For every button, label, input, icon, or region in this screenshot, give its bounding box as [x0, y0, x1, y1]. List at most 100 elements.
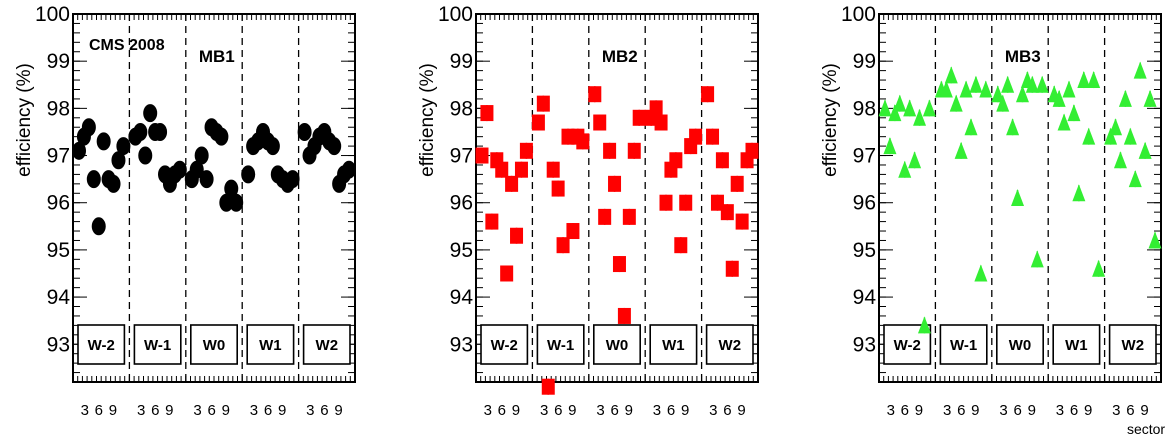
data-point [1133, 61, 1147, 79]
data-point [541, 378, 555, 395]
wheel-label: W2 [316, 337, 339, 354]
data-point [1109, 118, 1123, 136]
y-axis-label: efficiency (%) [820, 63, 841, 177]
data-point [632, 109, 646, 126]
sector-tick-label: 9 [334, 402, 342, 419]
data-point [133, 122, 148, 141]
data-point [1148, 231, 1162, 249]
data-point [979, 80, 993, 98]
data-point [1092, 259, 1106, 277]
data-point [701, 86, 715, 103]
data-point [475, 147, 489, 164]
data-point [86, 170, 101, 189]
data-point [669, 152, 683, 169]
data-point [561, 128, 575, 145]
data-point [1118, 89, 1132, 107]
x-axis-label: sector [1127, 421, 1165, 437]
data-point [495, 161, 509, 178]
data-point [617, 307, 631, 324]
data-point [505, 175, 519, 192]
data-point [91, 217, 106, 236]
sector-tick-label: 6 [1013, 402, 1021, 419]
data-point [612, 256, 626, 273]
wheel-label: W0 [1009, 337, 1032, 354]
sector-tick-label: 6 [320, 402, 328, 419]
data-point [908, 151, 922, 169]
sector-tick-label: 9 [681, 402, 689, 419]
wheel-box-W-2 [77, 324, 126, 365]
data-point [519, 142, 533, 159]
y-tick-label: 93 [450, 333, 473, 356]
data-point [1113, 151, 1127, 169]
data-point [969, 75, 983, 93]
data-point [480, 105, 494, 122]
data-point [944, 66, 958, 84]
data-point [720, 204, 734, 221]
wheel-box-W-2 [883, 324, 932, 365]
data-point [1006, 118, 1020, 136]
sector-tick-label: 3 [540, 402, 548, 419]
data-point [913, 108, 927, 126]
data-point [189, 160, 204, 179]
sector-tick-label: 6 [1070, 402, 1078, 419]
wheel-label: W-1 [144, 337, 171, 354]
data-point [893, 94, 907, 112]
data-point [96, 132, 111, 151]
data-point [327, 137, 342, 156]
y-tick-label: 94 [450, 286, 474, 309]
wheel-label: W-2 [88, 337, 115, 354]
data-point [588, 86, 602, 103]
data-point [627, 142, 641, 159]
sector-tick-label: 9 [165, 402, 173, 419]
y-tick-label: 96 [450, 192, 473, 215]
y-tick-label: 95 [450, 239, 473, 262]
wheel-box-W0 [190, 324, 239, 365]
data-point [949, 94, 963, 112]
data-point [593, 114, 607, 131]
data-point [689, 128, 703, 145]
data-point [1035, 75, 1049, 93]
data-point [878, 99, 892, 117]
sector-tick-label: 9 [1140, 402, 1148, 419]
y-tick-label: 99 [853, 50, 876, 73]
sector-tick-label: 3 [81, 402, 89, 419]
sector-tick-label: 3 [999, 402, 1007, 419]
y-tick-label: 98 [47, 97, 70, 120]
wheel-label: W0 [606, 337, 629, 354]
y-tick-label: 96 [853, 192, 876, 215]
data-point [514, 161, 528, 178]
data-point [903, 99, 917, 117]
sector-tick-label: 9 [1084, 402, 1092, 419]
wheel-box-W2 [705, 324, 754, 365]
data-point [1011, 189, 1025, 206]
data-point [116, 137, 131, 156]
y-tick-label: 98 [853, 97, 876, 120]
sector-tick-label: 9 [568, 402, 576, 419]
sector-tick-label: 6 [498, 402, 506, 419]
sector-tick-label: 6 [95, 402, 103, 419]
data-point [241, 165, 256, 184]
data-point [510, 227, 524, 244]
wheel-box-W0 [592, 324, 641, 365]
wheel-label: W-1 [950, 337, 977, 354]
data-point [1143, 89, 1157, 107]
data-point [224, 179, 239, 198]
data-point [546, 161, 560, 178]
sector-tick-label: 3 [484, 402, 492, 419]
sector-tick-label: 9 [512, 402, 520, 419]
wheel-box-W1 [246, 324, 295, 365]
sector-tick-label: 3 [193, 402, 201, 419]
data-point [922, 99, 936, 117]
data-point [111, 151, 126, 170]
data-point [735, 213, 749, 230]
y-tick-label: 95 [47, 239, 70, 262]
data-point [706, 128, 720, 145]
data-point [603, 142, 617, 159]
wheel-box-W2 [1108, 324, 1157, 365]
data-point [531, 114, 545, 131]
sector-tick-label: 3 [250, 402, 258, 419]
data-point [551, 180, 565, 197]
sector-tick-label: 3 [943, 402, 951, 419]
